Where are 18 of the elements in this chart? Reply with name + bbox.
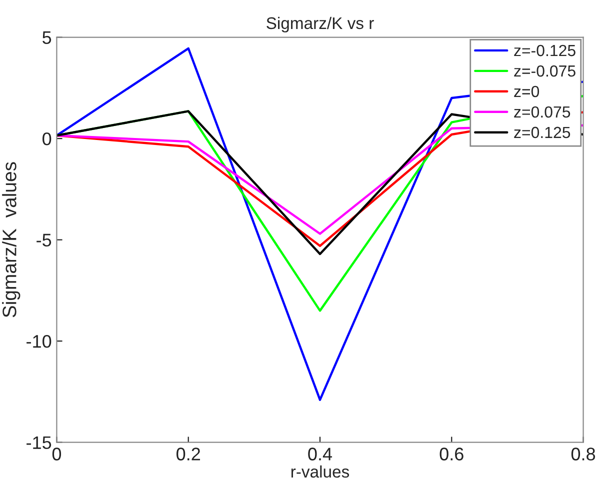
- y-tick-label: -10: [26, 335, 52, 348]
- x-tick-label: 0.8: [571, 448, 596, 460]
- legend-label: z=-0.075: [514, 65, 576, 77]
- x-tick-label: 0.2: [176, 448, 200, 460]
- y-tick-label: 5: [42, 31, 52, 44]
- y-tick-label: -15: [26, 436, 52, 450]
- legend-label: z=0.075: [514, 106, 570, 118]
- legend-label: z=0.125: [514, 126, 570, 138]
- x-tick-label: 0.6: [440, 448, 464, 460]
- y-axis-title: Sigmarz/K values: [2, 162, 20, 318]
- legend-label: z=-0.125: [514, 44, 576, 56]
- chart-title: Sigmarz/K vs r: [266, 16, 374, 32]
- x-tick-label: 0.4: [308, 448, 332, 460]
- x-tick-label: 0: [52, 448, 62, 460]
- legend-label: z=0: [514, 86, 540, 98]
- x-axis-title: r-values: [291, 465, 350, 478]
- y-tick-label: -5: [36, 234, 52, 247]
- y-tick-label: 0: [42, 132, 52, 146]
